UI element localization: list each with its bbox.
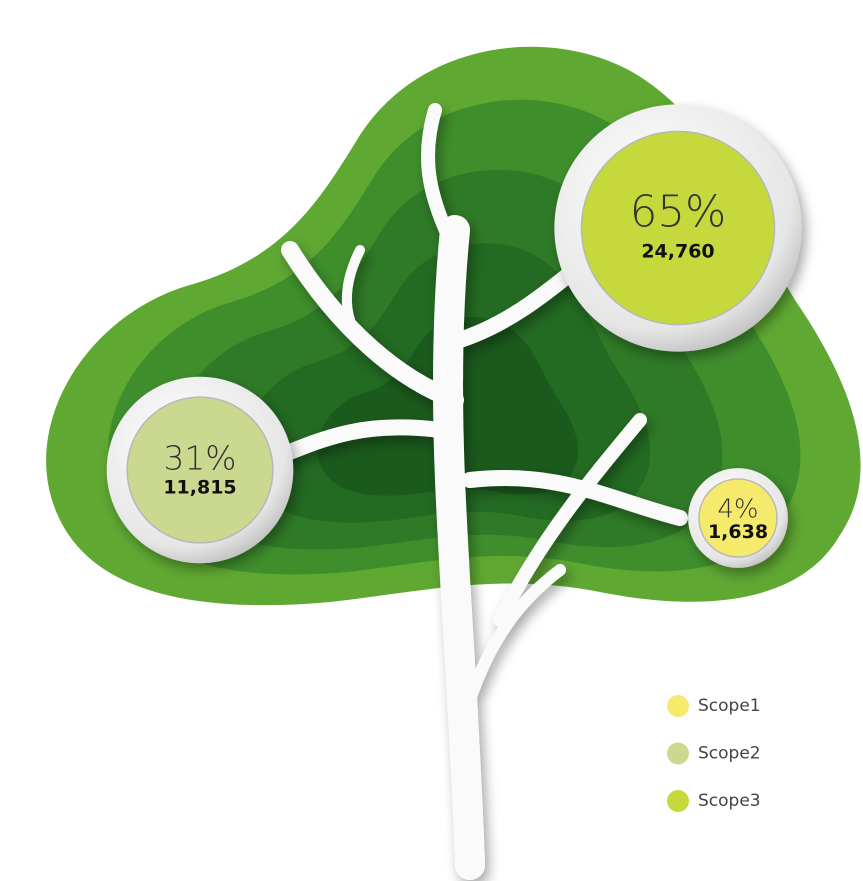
legend-swatch (667, 695, 689, 717)
legend-swatch (667, 790, 689, 812)
amount-label: 11,815 (163, 477, 236, 499)
amount-label: 1,638 (708, 521, 768, 543)
legend-swatch (667, 743, 689, 765)
percent-label: 31% (164, 440, 237, 478)
legend-label: Scope3 (698, 791, 761, 811)
legend-label: Scope2 (698, 744, 761, 764)
legend-label: Scope1 (698, 696, 761, 716)
legend: Scope1 Scope2 Scope3 (667, 695, 761, 812)
amount-label: 24,760 (641, 240, 714, 262)
percent-label: 65% (630, 187, 727, 237)
infographic: 4%1,63831%11,81565%24,760 Scope1Scope2Sc… (0, 0, 863, 881)
